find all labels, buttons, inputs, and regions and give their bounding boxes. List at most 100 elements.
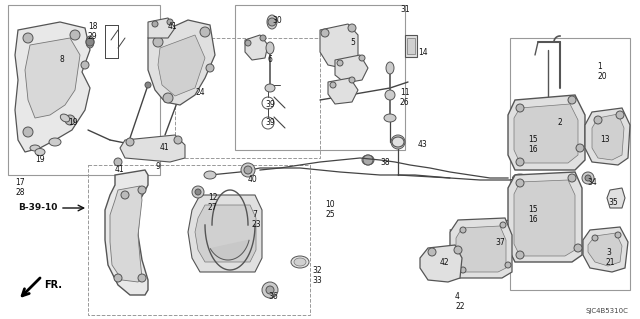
Text: 6: 6 [268, 55, 273, 64]
Ellipse shape [35, 149, 45, 155]
Text: 1
20: 1 20 [597, 62, 607, 81]
Circle shape [266, 286, 274, 294]
Ellipse shape [30, 145, 40, 151]
Circle shape [260, 35, 266, 41]
Circle shape [568, 174, 576, 182]
Bar [510, 38, 630, 290]
Text: 39: 39 [265, 100, 275, 109]
Polygon shape [25, 38, 80, 118]
Polygon shape [158, 35, 205, 96]
Circle shape [268, 18, 276, 26]
Circle shape [241, 163, 255, 177]
Circle shape [533, 140, 543, 150]
Circle shape [524, 129, 536, 141]
Text: 39: 39 [265, 118, 275, 127]
Text: 32
33: 32 33 [312, 266, 322, 286]
Text: 14: 14 [418, 48, 428, 57]
Text: 4
22: 4 22 [455, 292, 465, 311]
Polygon shape [195, 205, 256, 262]
Circle shape [70, 30, 80, 40]
Circle shape [594, 116, 602, 124]
Text: 3
21: 3 21 [606, 248, 616, 267]
Circle shape [126, 138, 134, 146]
Ellipse shape [86, 36, 94, 48]
Circle shape [23, 33, 33, 43]
Text: 30: 30 [272, 16, 282, 25]
Circle shape [505, 262, 511, 268]
Text: SJC4B5310C: SJC4B5310C [585, 308, 628, 314]
Circle shape [65, 115, 75, 125]
Text: 5: 5 [350, 38, 355, 47]
Circle shape [114, 158, 122, 166]
Polygon shape [120, 135, 185, 162]
Polygon shape [514, 180, 575, 256]
Text: 7
23: 7 23 [252, 210, 262, 229]
Text: 31: 31 [400, 5, 410, 14]
Polygon shape [320, 24, 358, 68]
Text: 8: 8 [60, 55, 65, 64]
Ellipse shape [291, 256, 309, 268]
Ellipse shape [543, 105, 553, 119]
Text: 18
29: 18 29 [88, 22, 98, 41]
Ellipse shape [266, 42, 274, 54]
Polygon shape [514, 104, 578, 163]
Ellipse shape [60, 114, 70, 122]
Text: 35: 35 [608, 198, 618, 207]
Circle shape [454, 246, 462, 254]
Polygon shape [335, 55, 368, 83]
Polygon shape [188, 195, 262, 272]
Circle shape [262, 282, 278, 298]
Circle shape [206, 64, 214, 72]
Text: 41: 41 [115, 165, 125, 174]
Polygon shape [420, 245, 462, 282]
Bar [405, 35, 417, 57]
Circle shape [616, 111, 624, 119]
Text: 34: 34 [587, 178, 596, 187]
Text: 2: 2 [557, 118, 562, 127]
Circle shape [192, 186, 204, 198]
Ellipse shape [384, 114, 396, 122]
Polygon shape [110, 186, 142, 282]
Circle shape [385, 90, 395, 100]
Text: 37: 37 [495, 238, 505, 247]
Polygon shape [148, 20, 215, 105]
Polygon shape [328, 78, 358, 104]
Text: 10
25: 10 25 [325, 200, 335, 219]
Polygon shape [583, 227, 628, 272]
Text: 41: 41 [168, 22, 178, 31]
Circle shape [391, 135, 405, 149]
Text: 9: 9 [155, 162, 160, 171]
Ellipse shape [49, 138, 61, 146]
Circle shape [544, 108, 552, 116]
Circle shape [349, 77, 355, 83]
Ellipse shape [267, 15, 277, 29]
Circle shape [321, 29, 329, 37]
Polygon shape [211, 240, 249, 260]
Text: 15
16: 15 16 [528, 205, 538, 224]
Circle shape [121, 191, 129, 199]
Circle shape [533, 207, 543, 217]
Circle shape [460, 267, 466, 273]
Circle shape [152, 21, 158, 27]
Circle shape [592, 235, 598, 241]
Text: B-39-10: B-39-10 [18, 204, 58, 212]
Polygon shape [15, 22, 90, 152]
Ellipse shape [204, 171, 216, 179]
Text: 43: 43 [418, 140, 428, 149]
Ellipse shape [294, 258, 306, 266]
Ellipse shape [265, 84, 275, 92]
Polygon shape [592, 114, 624, 160]
Circle shape [114, 274, 122, 282]
Polygon shape [456, 226, 506, 272]
Polygon shape [245, 35, 268, 60]
Bar [407, 38, 415, 54]
Circle shape [524, 196, 536, 208]
Polygon shape [508, 95, 585, 170]
Ellipse shape [513, 174, 527, 182]
Bar [8, 5, 160, 175]
Text: 41: 41 [160, 143, 170, 152]
Circle shape [615, 232, 621, 238]
Bar [235, 5, 405, 150]
Circle shape [153, 37, 163, 47]
Text: 12
27: 12 27 [208, 193, 218, 212]
